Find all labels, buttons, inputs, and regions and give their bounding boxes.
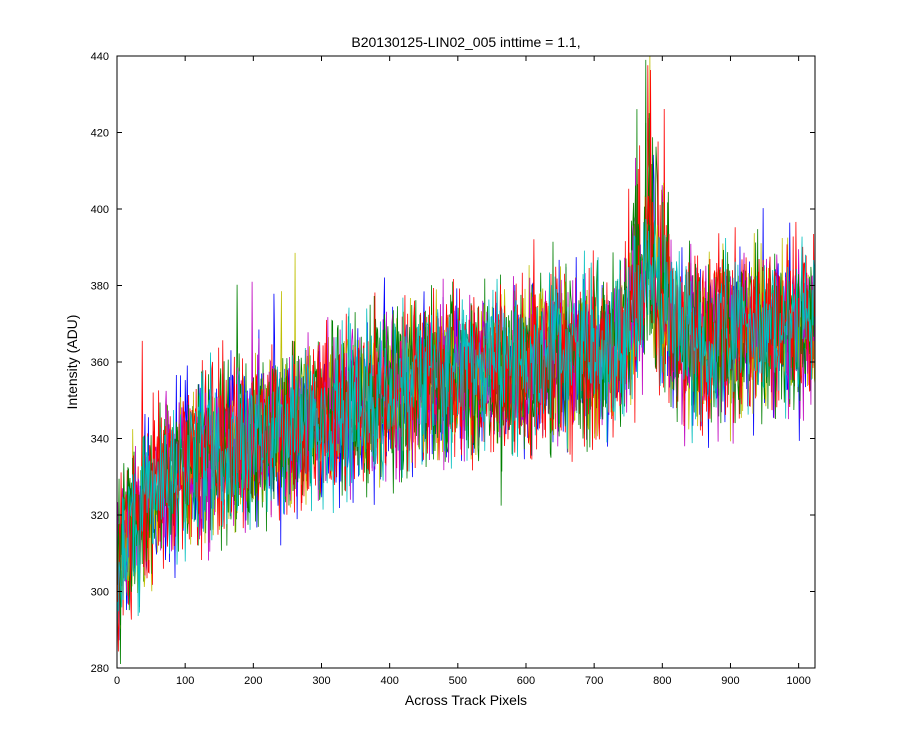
y-tick-label: 440 (91, 51, 109, 63)
y-tick-label: 340 (91, 434, 109, 446)
series-line-7 (117, 69, 815, 652)
y-tick-label: 360 (91, 357, 109, 369)
x-tick-label: 500 (449, 675, 467, 687)
x-tick-label: 800 (653, 675, 671, 687)
chart-title: B20130125-LIN02_005 inttime = 1.1, (351, 34, 580, 50)
x-tick-label: 400 (380, 675, 398, 687)
x-tick-label: 1000 (786, 675, 810, 687)
series-layer (117, 56, 815, 665)
y-axis-label: Intensity (ADU) (64, 315, 80, 410)
x-tick-label: 600 (517, 675, 535, 687)
x-tick-label: 0 (114, 675, 120, 687)
series-line-8 (117, 219, 815, 647)
y-tick-label: 320 (91, 510, 109, 522)
ticks-layer: 0 100 200 300 400 500 600 700 800 900 1000 280 300 32… (91, 51, 815, 687)
x-tick-label: 300 (312, 675, 330, 687)
x-tick-label: 200 (244, 675, 262, 687)
y-tick-label: 300 (91, 587, 109, 599)
x-tick-label: 900 (721, 675, 739, 687)
y-tick-label: 400 (91, 204, 109, 216)
y-tick-label: 280 (91, 663, 109, 675)
x-tick-label: 100 (176, 675, 194, 687)
x-axis-label: Across Track Pixels (405, 692, 527, 708)
y-tick-label: 380 (91, 281, 109, 293)
y-tick-label: 420 (91, 128, 109, 140)
x-tick-label: 700 (585, 675, 603, 687)
